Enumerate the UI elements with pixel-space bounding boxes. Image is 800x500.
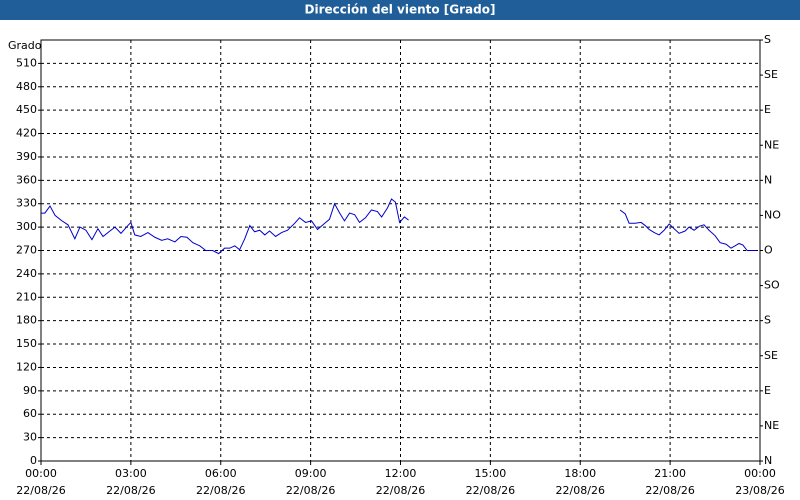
x-tick-date: 23/08/26 (735, 484, 784, 497)
title-bar (0, 0, 800, 20)
x-tick-label: 06:00 (205, 467, 237, 480)
plot-border (40, 39, 761, 462)
y-tick-label: 360 (16, 173, 37, 186)
y2-tick-label: SE (764, 68, 778, 81)
y2-tick-label: E (764, 384, 771, 397)
y2-tick-label: E (764, 103, 771, 116)
y-tick-label: 150 (16, 337, 37, 350)
x-tick-label: 03:00 (115, 467, 147, 480)
y-tick-label: 0 (30, 454, 37, 467)
y-tick-label: 120 (16, 360, 37, 373)
x-tick-date: 22/08/26 (556, 484, 605, 497)
y2-tick-label: O (764, 244, 773, 257)
x-tick-label: 18:00 (564, 467, 596, 480)
x-tick-label: 12:00 (385, 467, 417, 480)
y-tick-label: 420 (16, 127, 37, 140)
y-tick-label: 510 (16, 56, 37, 69)
chart-title: Dirección del viento [Grado] (305, 3, 496, 17)
y-tick-label: 270 (16, 244, 37, 257)
y-tick-label: 330 (16, 197, 37, 210)
y-tick-label: 300 (16, 220, 37, 233)
data-line (41, 198, 757, 255)
x-tick-date: 22/08/26 (286, 484, 335, 497)
y-tick-label: 210 (16, 290, 37, 303)
y2-tick-label: NE (764, 138, 779, 151)
x-tick-date: 22/08/26 (466, 484, 515, 497)
y-tick-label: 240 (16, 267, 37, 280)
x-tick-label: 15:00 (475, 467, 507, 480)
y2-tick-label: N (764, 173, 772, 186)
y-tick-label: 450 (16, 103, 37, 116)
x-tick-date: 22/08/26 (16, 484, 65, 497)
x-tick-date: 22/08/26 (196, 484, 245, 497)
y-tick-label: 390 (16, 150, 37, 163)
y-tick-label: 30 (23, 431, 37, 444)
x-tick-label: 09:00 (295, 467, 327, 480)
y2-tick-label: SO (764, 279, 780, 292)
y-tick-label: 480 (16, 80, 37, 93)
x-tick-date: 22/08/26 (645, 484, 694, 497)
y2-tick-label: NO (764, 208, 781, 221)
x-tick-date: 22/08/26 (106, 484, 155, 497)
y2-tick-label: NE (764, 419, 779, 432)
y2-tick-label: S (764, 33, 771, 46)
y-tick-label: 60 (23, 407, 37, 420)
y2-tick-label: N (764, 454, 772, 467)
x-tick-label: 21:00 (654, 467, 686, 480)
y-axis-label: Grado (8, 39, 42, 52)
x-tick-label: 00:00 (25, 467, 57, 480)
y-tick-label: 180 (16, 314, 37, 327)
y2-tick-label: S (764, 314, 771, 327)
y-tick-label: 90 (23, 384, 37, 397)
x-tick-date: 22/08/26 (376, 484, 425, 497)
x-tick-label: 00:00 (744, 467, 776, 480)
y2-tick-label: SE (764, 349, 778, 362)
